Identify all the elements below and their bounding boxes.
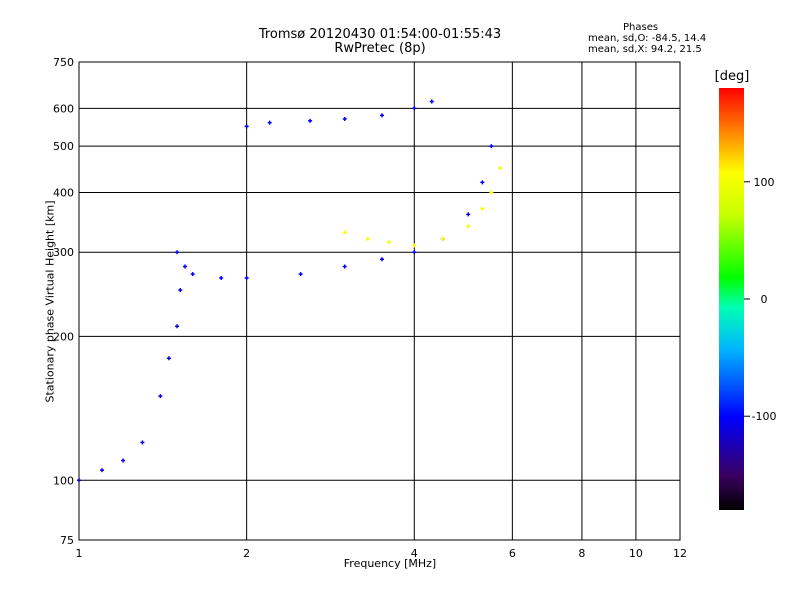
data-point [379,113,384,118]
data-point [140,440,145,445]
phases-o-mode: mean, sd,O: -84.5, 14.4 [588,33,707,44]
phases-title: Phases [623,22,659,33]
data-point [365,236,370,241]
data-point [466,224,471,229]
data-point [386,240,391,245]
y-tick-label: 300 [53,246,74,259]
grid-lines [79,62,680,540]
data-point [267,120,272,125]
data-point [440,236,445,241]
x-tick-label: 2 [243,547,250,560]
data-point [489,190,494,195]
colorbar-tick-label: 0 [761,293,768,306]
data-point [342,230,347,235]
data-point [412,243,417,248]
data-point [342,116,347,121]
data-point [219,275,224,280]
y-tick-label: 400 [53,186,74,199]
y-tick-label: 750 [53,56,74,69]
data-point [412,250,417,255]
x-tick-label: 10 [629,547,643,560]
data-point [489,144,494,149]
data-point [175,324,180,329]
colorbar-tick-label: -100 [752,410,777,423]
data-point [480,206,485,211]
data-point [121,458,126,463]
data-point [178,288,183,293]
y-tick-label: 200 [53,330,74,343]
y-axis-ticks: 75 100 200 300 400 500 600 750 [53,56,74,547]
x-axis-ticks: 1 2 4 6 8 10 12 [76,547,688,560]
data-point [100,468,105,473]
data-point [308,118,313,123]
data-point [175,250,180,255]
colorbar [719,88,744,510]
data-point [412,106,417,111]
phases-x-mode: mean, sd,X: 94.2, 21.5 [588,44,702,55]
y-tick-label: 100 [53,474,74,487]
y-tick-label: 75 [60,534,74,547]
chart-subtitle: RwPretec (8p) [334,41,426,56]
x-tick-label: 1 [76,547,83,560]
data-point [190,272,195,277]
colorbar-label: [deg] [714,69,750,84]
y-axis-label: Stationary phase Virtual Height [km] [43,200,57,403]
data-point [298,272,303,277]
x-tick-label: 8 [578,547,585,560]
x-tick-label: 4 [411,547,418,560]
x-tick-label: 6 [509,547,516,560]
data-point [379,257,384,262]
chart-title: Tromsø 20120430 01:54:00-01:55:43 [258,27,502,42]
data-point [77,478,81,483]
x-axis-label: Frequency [MHz] [343,557,437,570]
x-tick-label: 12 [673,547,687,560]
data-point [429,99,434,104]
y-tick-label: 600 [53,102,74,115]
plot-area [78,61,681,541]
data-point [158,394,163,399]
data-point [480,180,485,185]
colorbar-tick-label: 100 [754,176,775,189]
data-point [342,264,347,269]
data-point [182,264,187,269]
data-point [244,275,249,280]
colorbar-ticks: 100 0 -100 [744,176,776,423]
data-points [77,99,502,483]
data-point [244,124,249,129]
y-tick-label: 500 [53,140,74,153]
data-point [466,212,471,217]
data-point [497,166,502,171]
data-point [166,356,171,361]
